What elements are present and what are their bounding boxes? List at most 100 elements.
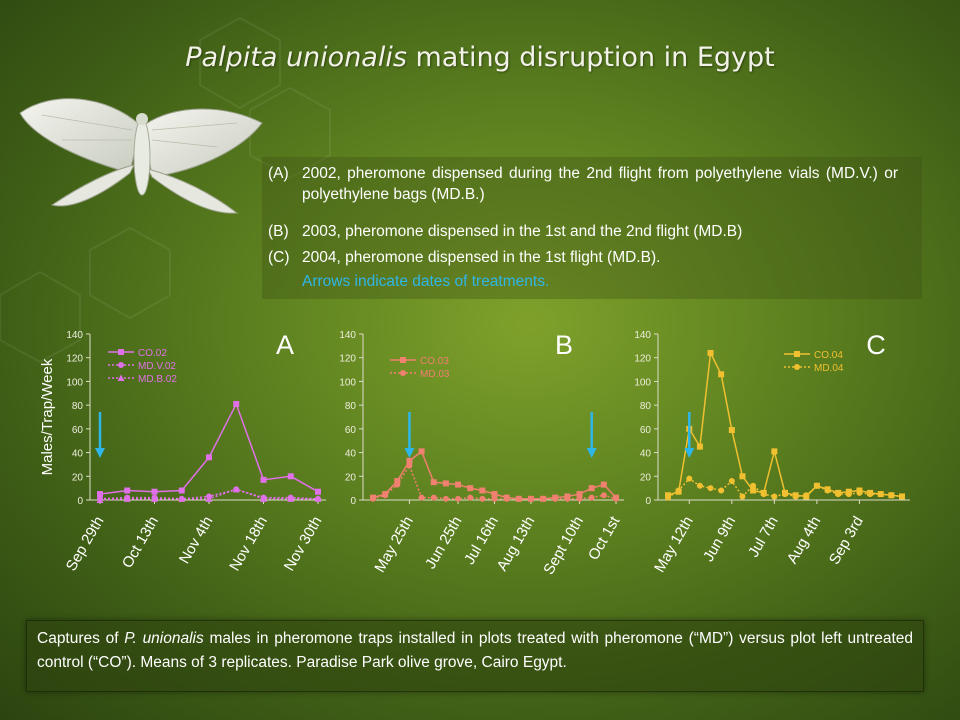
data-point: [696, 482, 703, 489]
y-tick-label: 100: [66, 377, 83, 388]
data-point: [206, 454, 212, 461]
data-point: [205, 495, 213, 502]
data-point: [739, 473, 746, 480]
legend-marker: [117, 374, 125, 381]
data-point: [824, 487, 831, 494]
legend-marker: [400, 370, 406, 376]
item-label: (C): [268, 249, 290, 266]
data-point: [675, 487, 682, 494]
data-point: [151, 488, 158, 495]
x-tick-label: Nov 18th: [226, 514, 271, 575]
data-point: [455, 495, 462, 502]
data-point: [588, 485, 595, 492]
data-point: [455, 481, 462, 488]
y-tick-label: 20: [640, 472, 652, 483]
data-point: [394, 478, 401, 485]
chart-panel-a: 0 20 40 60 80 100 120 140 Sep 29th Oct 13th Nov 4t…: [39, 330, 326, 574]
data-point: [430, 494, 437, 501]
data-point: [467, 494, 474, 501]
data-point: [233, 400, 240, 407]
data-point: [260, 476, 267, 483]
data-point: [792, 493, 799, 500]
data-point: [96, 496, 104, 503]
legend-marker: [118, 349, 124, 355]
data-point: [803, 492, 810, 499]
data-point: [613, 495, 619, 502]
item-text: 2004, pheromone dispensed in the 1st fli…: [302, 249, 661, 266]
y-tick-label: 60: [640, 425, 652, 436]
treatment-arrow-head: [404, 448, 415, 458]
data-point: [430, 479, 437, 486]
legend-label: MD.B.02: [138, 374, 177, 385]
arrows-note: Arrows indicate dates of treatments.: [302, 273, 550, 290]
data-point: [576, 495, 583, 502]
y-tick-label: 120: [339, 354, 356, 365]
x-tick-label: May 12th: [651, 514, 697, 576]
data-point: [418, 448, 425, 455]
y-tick-label: 40: [640, 449, 652, 460]
treatment-arrow-head: [95, 448, 105, 458]
legend-label: CO.03: [420, 356, 449, 367]
data-point: [600, 481, 607, 488]
item-text: 2003, pheromone dispensed in the 1st and…: [302, 223, 743, 240]
y-tick-label: 20: [345, 472, 357, 483]
x-tick-label: Jul 7th: [745, 514, 782, 561]
data-point: [442, 480, 449, 487]
slide-title: Palpita unionalis mating disruption in E…: [0, 42, 960, 73]
data-point: [491, 495, 498, 502]
caption-species: P. unionalis: [124, 630, 204, 647]
y-tick-label: 40: [345, 449, 357, 460]
data-point: [124, 487, 131, 494]
item-label: (B): [268, 223, 289, 240]
legend-label: MD.03: [420, 369, 450, 380]
data-point: [686, 475, 693, 482]
x-tick-label: Sept 10th: [540, 514, 587, 578]
title-rest: mating disruption in Egypt: [406, 42, 775, 73]
y-tick-label: 0: [77, 496, 83, 507]
y-tick-label: 80: [72, 401, 84, 412]
data-point: [665, 494, 671, 501]
x-tick-label: Sep 29th: [63, 514, 108, 575]
x-tick-label: Jun 9th: [700, 514, 739, 565]
x-tick-label: May 25th: [371, 514, 417, 576]
data-point: [750, 482, 757, 489]
panel-label: C: [866, 330, 886, 360]
data-point: [728, 478, 735, 485]
y-tick-label: 140: [339, 330, 356, 341]
x-tick-label: Nov 4th: [176, 514, 217, 567]
title-species: Palpita unionalis: [185, 42, 407, 73]
panel-label: B: [555, 330, 573, 360]
y-tick-label: 60: [72, 425, 84, 436]
x-tick-label: Jul 16th: [461, 514, 502, 568]
series-line-co-02: [99, 402, 319, 495]
data-point: [287, 495, 295, 502]
x-tick-label: Oct 13th: [119, 514, 162, 572]
y-tick-label: 60: [345, 425, 357, 436]
legend-marker: [118, 362, 124, 368]
data-point: [845, 491, 852, 498]
data-point: [888, 492, 895, 499]
data-point: [123, 495, 131, 502]
data-point: [151, 495, 158, 502]
data-point: [467, 485, 474, 492]
data-point: [750, 487, 757, 494]
data-point: [515, 495, 522, 502]
data-point: [479, 495, 486, 502]
y-tick-label: 100: [634, 377, 651, 388]
data-point: [178, 487, 185, 494]
data-point: [782, 491, 788, 498]
y-tick-label: 80: [640, 401, 652, 412]
y-tick-label: 140: [66, 330, 83, 341]
data-point: [406, 462, 413, 469]
data-point: [588, 494, 595, 501]
data-point: [856, 489, 863, 496]
caption-text: Captures of P. unionalis males in pherom…: [37, 627, 913, 675]
y-tick-label: 140: [634, 330, 651, 341]
y-tick-label: 20: [72, 472, 84, 483]
data-point: [406, 457, 413, 464]
data-point: [718, 487, 725, 494]
data-point: [315, 488, 321, 495]
panel-label: A: [276, 330, 294, 360]
y-tick-label: 120: [66, 354, 83, 365]
